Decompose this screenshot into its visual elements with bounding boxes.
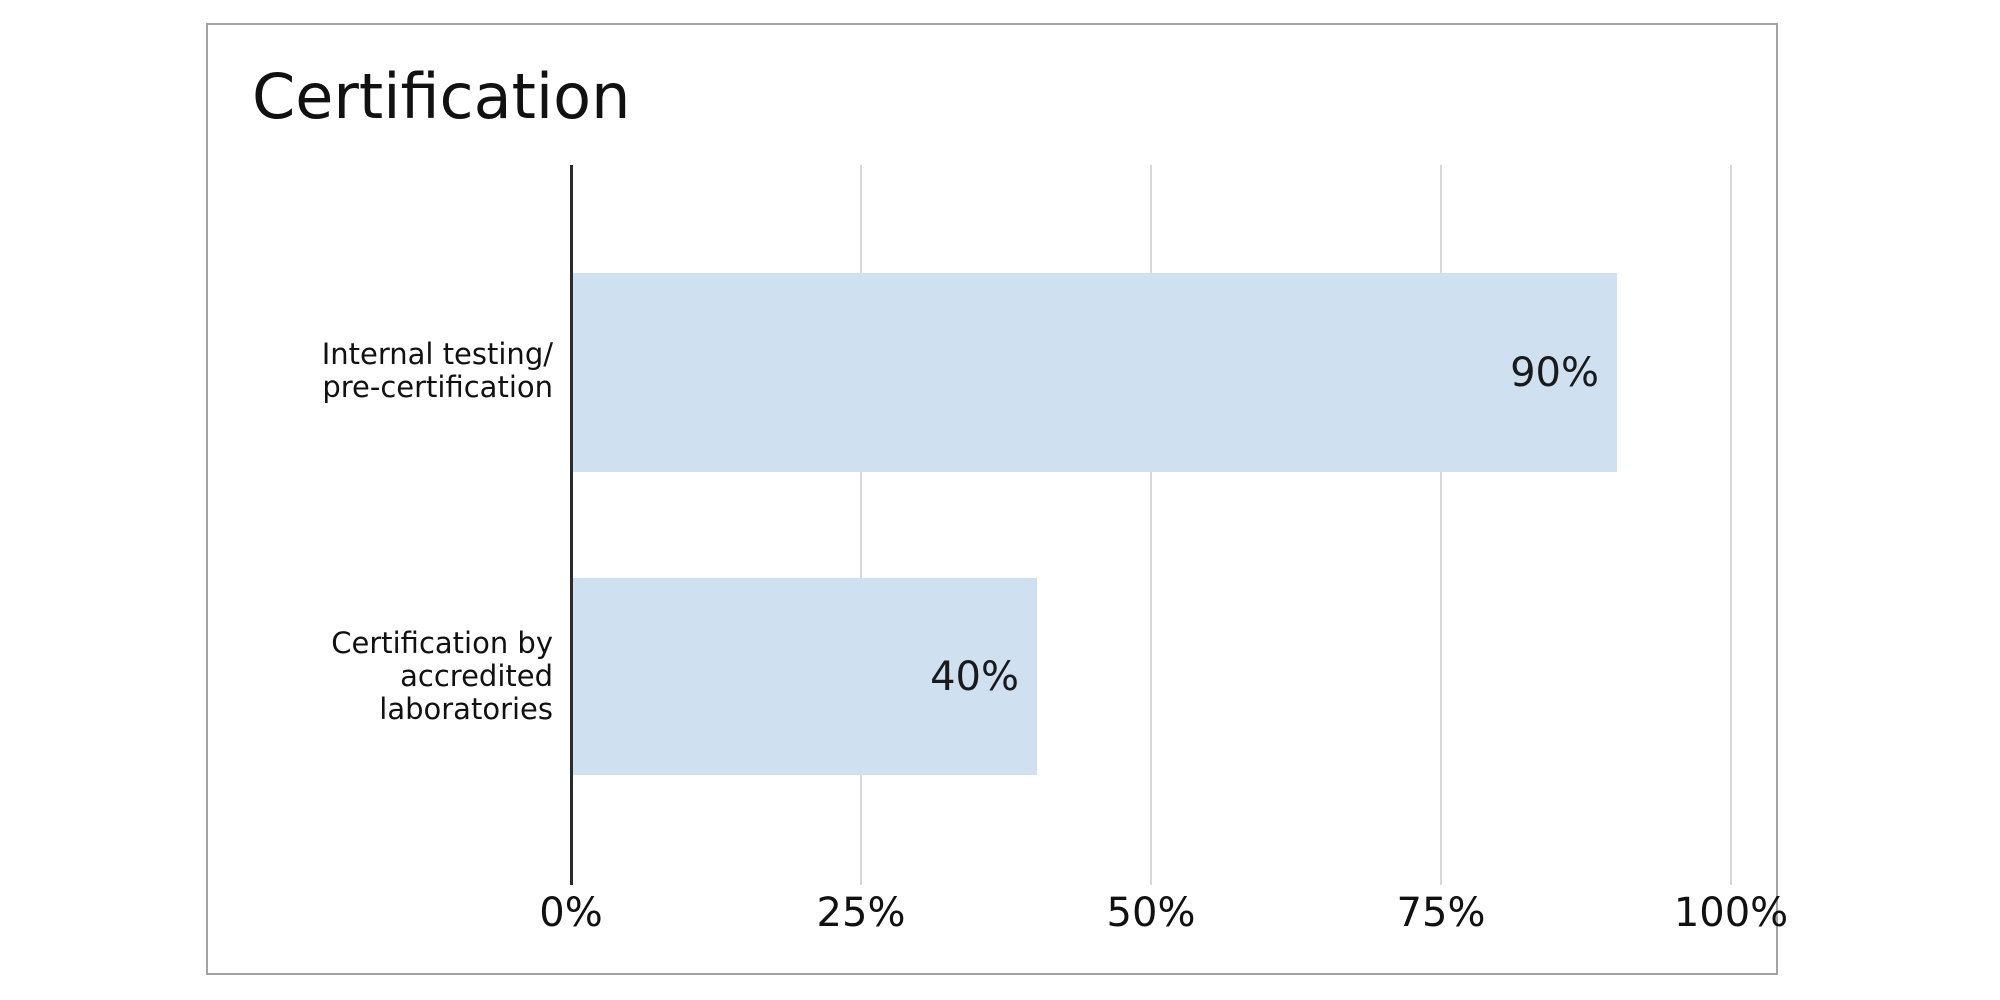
x-tick-50: 50% [1106, 890, 1196, 936]
category-label-internal-testing: Internal testing/ pre-certification [223, 338, 553, 404]
category-label-line: accredited [400, 659, 553, 693]
bar-internal-testing: 90% [573, 273, 1617, 472]
gridline-100 [1730, 165, 1732, 885]
bar-accredited-labs: 40% [573, 578, 1037, 775]
category-label-line: Certification by [331, 626, 553, 660]
chart-title: Certification [252, 60, 631, 133]
gridline-75 [1440, 165, 1442, 885]
x-tick-0: 0% [539, 890, 603, 936]
gridline-25 [860, 165, 862, 885]
y-axis-line [570, 165, 573, 885]
category-label-line: Internal testing/ [321, 337, 553, 371]
gridline-50 [1150, 165, 1152, 885]
x-tick-100: 100% [1673, 890, 1789, 936]
category-label-accredited-labs: Certification by accredited laboratories [223, 627, 553, 726]
chart-frame: Certification Internal testing/ pre-cert… [206, 23, 1788, 975]
x-tick-25: 25% [816, 890, 906, 936]
bar-value-label: 90% [1510, 349, 1599, 396]
x-tick-75: 75% [1396, 890, 1486, 936]
bar-value-label: 40% [930, 653, 1019, 700]
plot-area: 90% 40% [570, 165, 1732, 885]
category-label-line: pre-certification [322, 370, 553, 404]
category-label-line: laboratories [379, 692, 553, 726]
